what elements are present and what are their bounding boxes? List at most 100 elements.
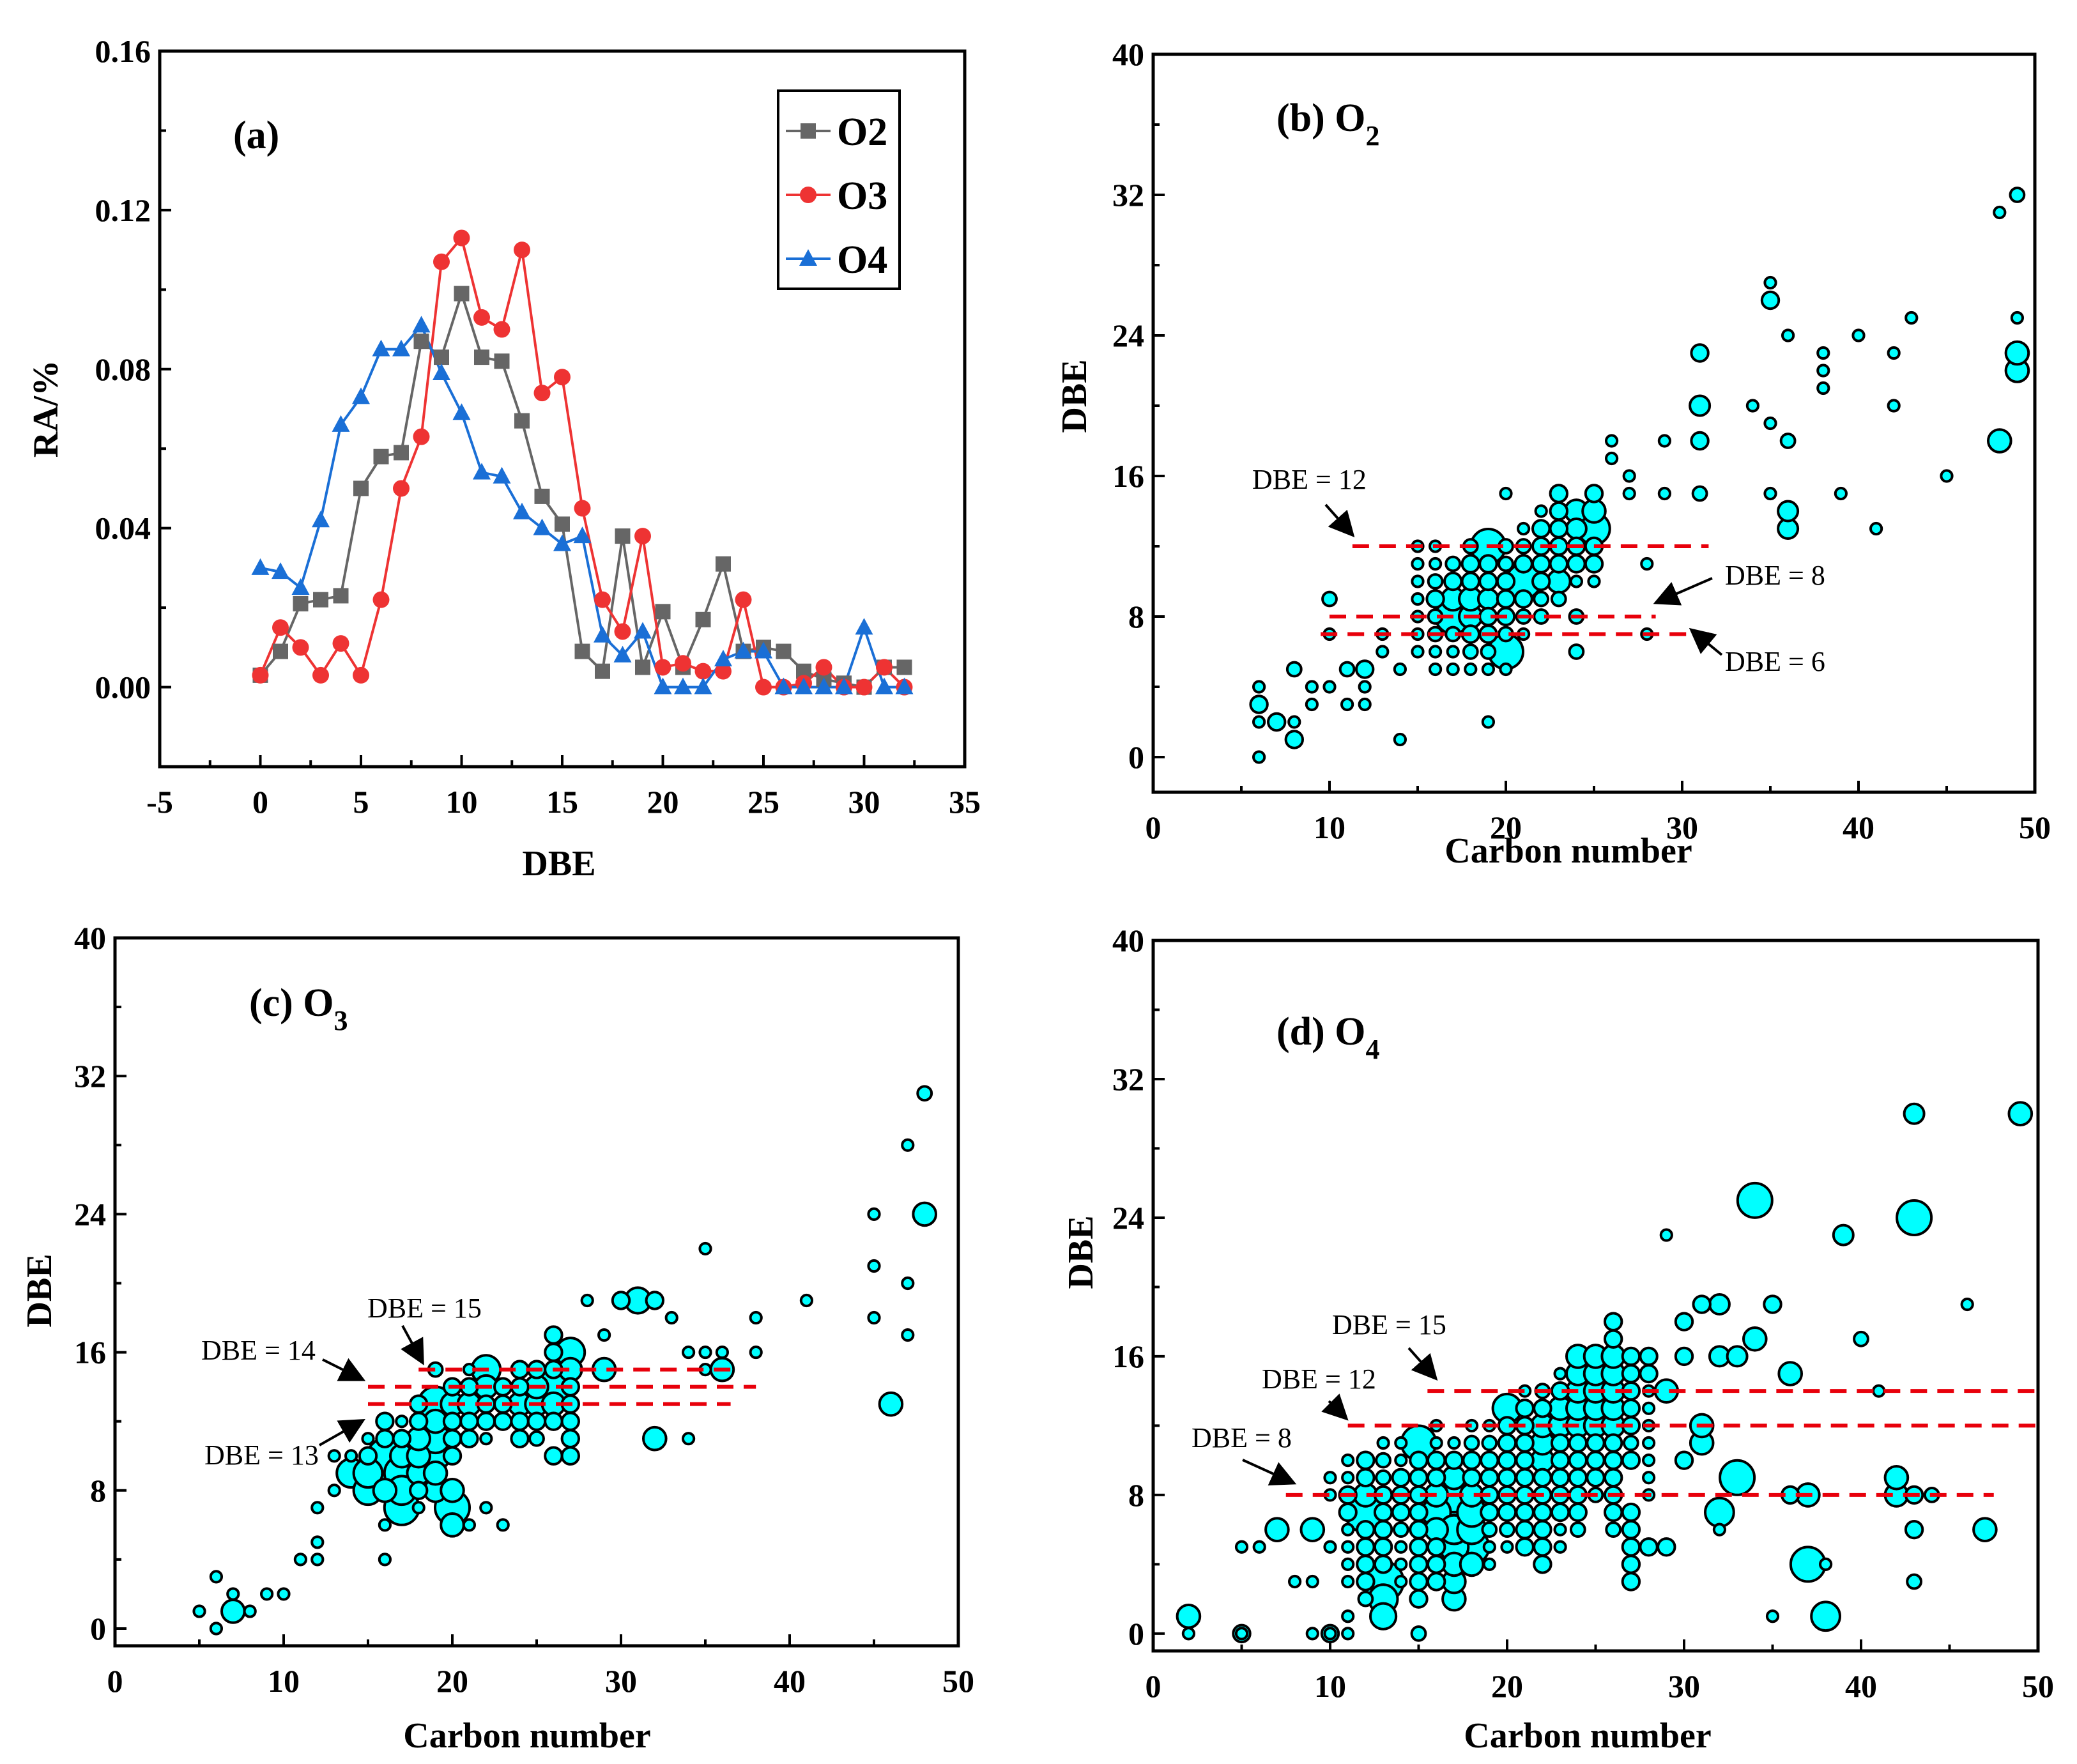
point-O2 (555, 516, 570, 532)
bubble-point (1394, 1557, 1408, 1571)
point-O3 (614, 623, 631, 640)
x-tick-label: 50 (2019, 809, 2051, 845)
bubble-point (1763, 486, 1777, 501)
bubble-point (1533, 1554, 1552, 1574)
point-O2 (333, 588, 349, 604)
bubble-point (1481, 662, 1495, 677)
bubble-point (1674, 1450, 1694, 1470)
panel-b-ticks: 0 10 20 30 40 50 0 8 16 24 32 40 (1112, 36, 2051, 845)
bubble-point (1392, 1521, 1409, 1538)
bubble-point (1816, 346, 1830, 360)
annotation-arrow (1324, 503, 1355, 537)
bubble-point (310, 1553, 325, 1567)
legend-label-O2: O2 (837, 111, 887, 154)
bubble-point (1745, 399, 1759, 413)
y-tick-label: 8 (1128, 599, 1144, 634)
point-O3 (815, 659, 832, 676)
bubble-point (878, 1391, 904, 1417)
bubble-point (1586, 1433, 1606, 1453)
y-tick-label: 0 (1128, 1616, 1144, 1652)
bubble-point (1443, 571, 1463, 592)
point-O2 (695, 611, 711, 627)
point-O3 (533, 385, 551, 402)
bubble-point (1960, 1297, 1974, 1312)
panel-a-xlabel: DBE (522, 844, 595, 884)
bubble-point (1267, 712, 1287, 732)
annotation-arrow (1653, 577, 1713, 606)
bubble-point (1550, 1433, 1570, 1453)
bubble-point (1482, 1557, 1496, 1571)
bubble-point (1853, 1330, 1869, 1347)
bubble-point (1515, 1450, 1535, 1470)
series-line-O3 (259, 235, 905, 689)
panel-d-label-sub: 4 (1366, 1034, 1380, 1065)
x-tick-label: 15 (546, 784, 578, 820)
bubble-point (1373, 1537, 1393, 1557)
point-O3 (292, 639, 309, 656)
bubble-point (1480, 1468, 1499, 1487)
bubble-point (1497, 1502, 1517, 1522)
x-tick-label: 20 (647, 784, 679, 820)
bubble-point (901, 1138, 915, 1152)
point-O4 (392, 339, 410, 357)
bubble-point (1605, 434, 1619, 448)
bubble-point (1409, 1502, 1429, 1522)
bubble-point (1427, 1554, 1446, 1574)
bubble-point (1299, 1517, 1326, 1542)
bubble-point (1341, 1471, 1355, 1485)
bubble-point (1763, 1294, 1782, 1314)
bubble-point (2009, 187, 2026, 203)
bubble-point (1500, 1540, 1514, 1554)
reference-line-label: DBE = 15 (367, 1292, 482, 1324)
point-O2 (574, 643, 590, 659)
bubble-point (1481, 1434, 1498, 1452)
panel-c-plot-frame (113, 936, 960, 1648)
bubble-point (476, 1411, 496, 1431)
bubble-point (749, 1310, 763, 1325)
bubble-point (1514, 589, 1533, 609)
point-O4 (473, 463, 491, 480)
bubble-point (1409, 1554, 1429, 1574)
bubble-point (1659, 1228, 1673, 1242)
point-O2 (635, 659, 650, 675)
bubble-point (1305, 680, 1319, 694)
bubble-point (1338, 1502, 1358, 1522)
x-tick-label: 0 (1146, 809, 1161, 845)
bubble-point (1341, 1609, 1355, 1623)
x-tick-label: 40 (774, 1663, 806, 1699)
bubble-point (510, 1411, 530, 1431)
bubble-point (1621, 1502, 1641, 1522)
point-O2 (896, 659, 912, 675)
bubble-point (1322, 680, 1337, 694)
bubble-point (1462, 643, 1479, 660)
bubble-point (642, 1425, 668, 1452)
point-O4 (312, 510, 330, 528)
point-O2 (313, 592, 328, 608)
bubble-point (1586, 1450, 1606, 1470)
bubble-point (1427, 1537, 1446, 1557)
panel-d-reference-lines: DBE = 15 DBE = 12 DBE = 8 (1192, 1309, 2038, 1497)
bubble-point (1409, 1468, 1429, 1487)
bubble-point (1341, 1627, 1355, 1641)
y-tick-label: 16 (74, 1335, 106, 1370)
bubble-point (1533, 1519, 1552, 1540)
bubble-point (1411, 574, 1425, 588)
bubble-point (1550, 1450, 1570, 1470)
bubble-point (1622, 469, 1636, 483)
point-O4 (875, 677, 893, 694)
bubble-point (1323, 1471, 1337, 1485)
bubble-point (1376, 1436, 1390, 1450)
y-tick-label: 0.00 (95, 670, 151, 705)
point-O2 (413, 334, 429, 349)
bubble-point (1394, 1540, 1408, 1554)
bubble-point (1478, 571, 1498, 592)
bubble-point (2010, 311, 2024, 325)
bubble-point (1531, 571, 1551, 592)
bubble-point (1252, 750, 1266, 764)
bubble-point (1478, 554, 1498, 574)
bubble-point (378, 1518, 392, 1532)
point-O3 (473, 309, 490, 326)
bubble-point (1305, 1627, 1319, 1641)
panel-a-line-chart: -5 0 5 10 15 20 25 30 35 0.00 0.04 0.08 0.12 0.16 (a)… (26, 33, 981, 884)
bubble-point (1514, 554, 1533, 574)
